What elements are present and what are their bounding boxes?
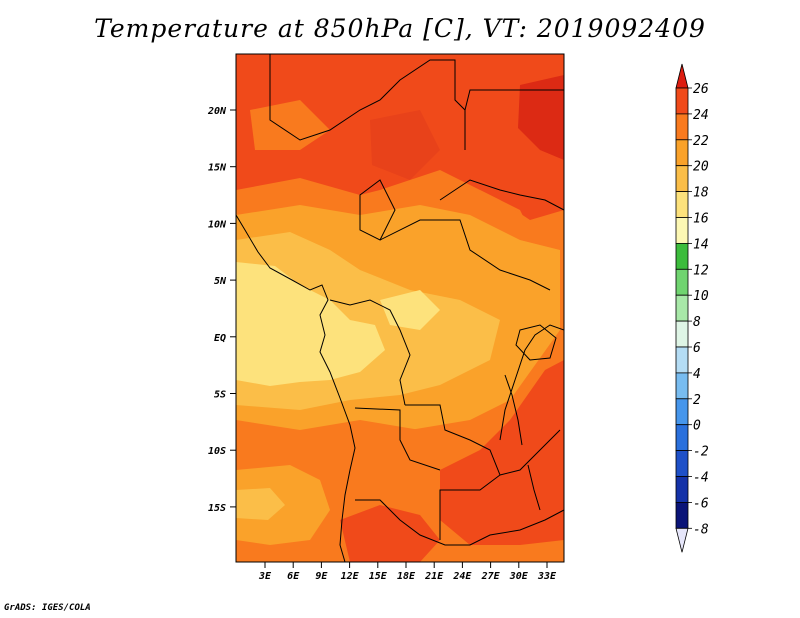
colorbar-box	[675, 476, 689, 503]
lon-label: 21E	[424, 571, 444, 582]
lon-label: 30E	[509, 571, 529, 582]
map-frame	[235, 53, 565, 563]
lat-label: 15N	[208, 163, 227, 174]
border-5	[379, 219, 551, 291]
lon-label: 24E	[452, 571, 472, 582]
field-26-sahel	[370, 110, 440, 180]
border-6	[329, 299, 411, 406]
border-11	[499, 429, 561, 476]
lat-label: 15S	[208, 503, 226, 514]
colorbar-box	[675, 87, 689, 115]
field-18-sw	[236, 488, 285, 520]
grads-credit: GrADS: IGES/COLA	[4, 603, 91, 613]
colorbar-box	[675, 139, 689, 167]
lon-label: 33E	[537, 571, 557, 582]
colorbar-box	[675, 113, 689, 141]
colorbar-label: 22	[693, 134, 709, 149]
colorbar-box	[675, 450, 689, 477]
colorbar-box	[675, 294, 689, 322]
field-24-se	[440, 360, 564, 545]
colorbar-box	[675, 424, 689, 452]
colorbar-label: 20	[693, 160, 709, 175]
map-title: Temperature at 850hPa [C], VT: 201909240…	[94, 14, 706, 43]
colorbar-label: 0	[693, 419, 701, 434]
colorbar-label: 24	[693, 108, 709, 123]
border-3	[439, 179, 564, 211]
colorbar-label: -8	[693, 522, 709, 537]
border-1	[269, 54, 466, 150]
colorbar-label: -2	[693, 445, 709, 460]
field-26-ne	[518, 75, 564, 160]
colorbar-label: -4	[693, 471, 709, 486]
lake-tanganyika	[504, 374, 523, 446]
colorbar-box	[675, 165, 689, 192]
lon-label: 9E	[315, 571, 328, 582]
lat-label: 5N	[214, 276, 227, 287]
border-10	[499, 324, 564, 441]
border-8	[354, 407, 441, 471]
colorbar-box	[675, 268, 689, 296]
colorbar-label: 14	[693, 237, 709, 252]
colorbar-label: 2	[693, 393, 701, 408]
colorbar-label: -6	[693, 496, 709, 511]
colorbar-label: 18	[693, 186, 709, 201]
lon-label: 12E	[341, 571, 360, 582]
lon-label: 15E	[369, 571, 388, 582]
colorbar-label: 6	[693, 341, 701, 356]
border-4	[359, 179, 396, 241]
coastline-west	[236, 214, 356, 562]
border-7	[405, 404, 501, 540]
colorbar-box	[675, 320, 689, 348]
border-2	[464, 89, 564, 111]
field-16-coast	[236, 262, 385, 386]
boundaries	[236, 54, 564, 562]
lat-label: 5S	[214, 390, 226, 401]
colorbar-bottom-arrow	[675, 527, 689, 553]
colorbar-box	[675, 501, 689, 529]
colorbar-box	[675, 217, 689, 244]
colorbar-label: 12	[693, 263, 709, 278]
colorbar-top-arrow	[675, 63, 689, 89]
colorbar-label: 26	[693, 82, 709, 97]
field-24-sw	[340, 505, 440, 562]
lon-label: 27E	[481, 571, 501, 582]
colorbar-label: 8	[693, 315, 701, 330]
lat-axis: 20N 15N 10N 5N EQ 5S 10S 15S	[207, 106, 236, 514]
lon-label: 18E	[397, 571, 416, 582]
colorbar-box	[675, 346, 689, 374]
lon-label: 3E	[258, 571, 272, 582]
colorbar-box	[675, 398, 689, 426]
border-9	[355, 499, 564, 546]
colorbar-label: 4	[693, 367, 701, 382]
lon-axis: 3E 6E 9E 12E 15E 18E 21E 24E 27E 30E 33E	[258, 562, 557, 582]
colorbar-label: 10	[693, 289, 709, 304]
lat-label: 10N	[208, 219, 227, 230]
colorbar-box	[675, 242, 689, 270]
temperature-field	[236, 54, 564, 562]
colorbar-label: 16	[693, 212, 709, 227]
lat-label: EQ	[214, 333, 226, 344]
lake-victoria	[515, 324, 557, 361]
lake-malawi	[527, 464, 541, 511]
lat-label: 10S	[208, 446, 226, 457]
colorbar-box	[675, 191, 689, 218]
colorbar-box	[675, 372, 689, 400]
lat-label: 20N	[207, 106, 227, 117]
lon-label: 6E	[287, 571, 300, 582]
